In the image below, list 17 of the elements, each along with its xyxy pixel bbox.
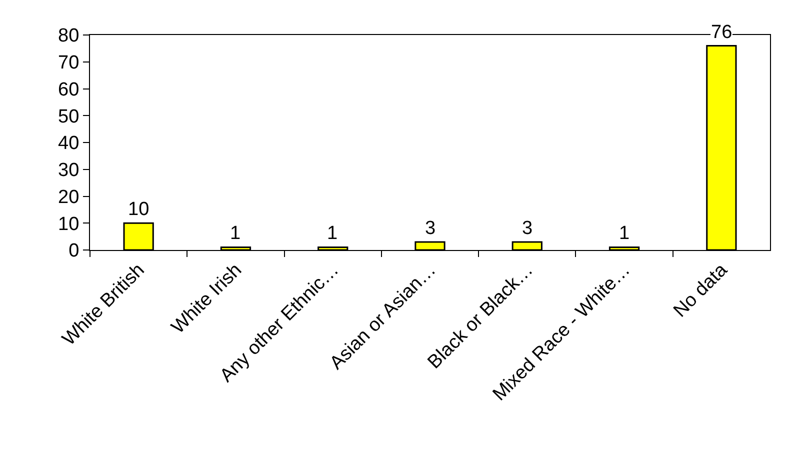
data-label: 10: [128, 199, 150, 220]
y-tick-label: 10: [58, 214, 80, 235]
y-tick-label: 60: [58, 79, 80, 100]
y-tick-label: 40: [58, 133, 80, 154]
data-label: 1: [619, 223, 630, 244]
data-label: 1: [327, 223, 338, 244]
data-label: 1: [230, 223, 241, 244]
data-label: 76: [711, 22, 732, 43]
y-tick-label: 70: [58, 52, 80, 74]
y-tick-label: 50: [58, 106, 80, 128]
y-tick-label: 20: [58, 186, 80, 208]
y-tick-label: 30: [58, 160, 80, 182]
x-tick-label: No data: [670, 259, 732, 322]
y-tick-label: 0: [68, 240, 80, 262]
data-label: 3: [522, 218, 533, 239]
y-tick-label: 80: [58, 26, 80, 47]
data-label: 3: [425, 218, 436, 239]
